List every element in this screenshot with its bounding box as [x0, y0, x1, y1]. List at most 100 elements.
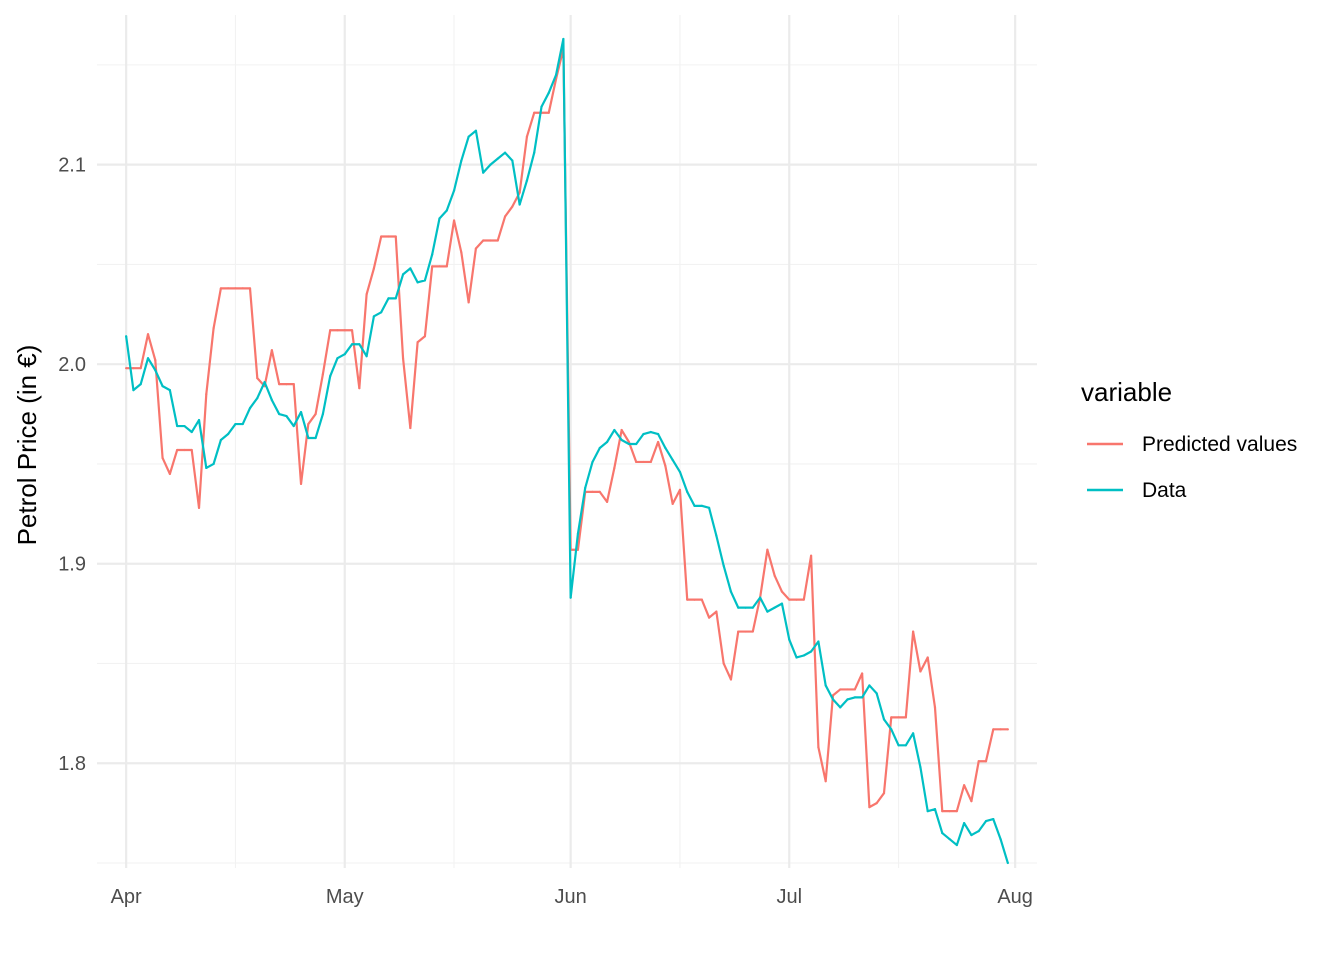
data-point	[810, 554, 813, 557]
y-tick-label: 2.1	[58, 155, 86, 177]
data-point	[984, 820, 988, 823]
data-point	[278, 412, 281, 416]
data-point	[693, 598, 696, 601]
data-point	[707, 506, 711, 509]
data-point	[700, 504, 703, 507]
data-point	[693, 504, 696, 507]
data-point	[511, 205, 514, 208]
data-point	[438, 217, 441, 220]
data-point	[576, 548, 580, 551]
data-point	[460, 251, 463, 254]
data-point	[780, 602, 784, 605]
data-point	[372, 315, 375, 318]
data-point	[183, 424, 186, 428]
data-point	[219, 438, 222, 442]
data-point	[963, 784, 966, 787]
data-point	[802, 654, 805, 657]
data-point	[948, 810, 951, 813]
data-point	[664, 446, 667, 450]
data-point	[365, 293, 368, 296]
data-point	[350, 329, 354, 332]
data-point	[664, 464, 667, 468]
data-point	[977, 829, 980, 833]
data-point	[132, 389, 135, 392]
data-point	[853, 688, 856, 691]
data-point	[948, 837, 951, 841]
data-point	[591, 490, 594, 493]
data-point	[343, 353, 346, 356]
data-point	[1006, 861, 1009, 865]
data-point	[861, 672, 864, 675]
data-point	[154, 359, 157, 362]
data-point	[941, 831, 944, 835]
data-point	[635, 442, 638, 446]
data-point	[503, 151, 507, 154]
data-point	[933, 706, 937, 709]
data-point	[576, 532, 580, 535]
data-point	[970, 800, 973, 803]
data-point	[139, 383, 142, 386]
data-point	[598, 490, 601, 493]
data-point	[394, 235, 397, 238]
data-point	[955, 843, 958, 847]
data-point	[409, 426, 412, 430]
data-point	[358, 343, 361, 346]
data-point	[197, 506, 201, 509]
data-point	[700, 598, 703, 601]
data-point	[824, 780, 827, 783]
data-point	[307, 436, 310, 440]
legend-title: variable	[1081, 377, 1172, 407]
data-point	[511, 159, 514, 162]
data-point	[343, 329, 346, 332]
x-axis-tick-labels: Apr May Jun Jul Aug	[111, 886, 1033, 908]
data-point	[613, 428, 616, 432]
data-point	[314, 412, 317, 416]
data-point	[416, 341, 419, 344]
data-point	[613, 466, 616, 470]
data-point	[897, 716, 900, 719]
data-point	[780, 590, 784, 593]
data-point	[547, 111, 550, 114]
data-point	[788, 638, 791, 641]
y-axis-title: Petrol Price (in €)	[12, 345, 42, 546]
data-point	[656, 432, 660, 436]
data-point	[737, 630, 740, 633]
series-predicted-values	[125, 47, 1009, 813]
y-tick-label: 1.8	[58, 753, 86, 775]
data-point	[861, 696, 864, 699]
data-point	[489, 239, 492, 242]
data-point	[788, 598, 791, 601]
data-point	[773, 606, 776, 609]
data-point	[263, 381, 266, 384]
data-point	[926, 810, 929, 813]
data-point	[482, 171, 485, 174]
data-point	[882, 718, 886, 721]
data-point	[248, 406, 252, 410]
data-point	[722, 662, 725, 665]
data-point	[707, 616, 711, 619]
data-point	[438, 265, 441, 268]
series-line	[125, 37, 1009, 864]
data-point	[810, 650, 813, 653]
data-point	[846, 688, 849, 691]
data-point	[241, 422, 244, 426]
data-point	[423, 279, 427, 282]
data-point	[409, 267, 412, 270]
y-tick-label: 1.9	[58, 554, 86, 576]
data-point	[146, 333, 150, 336]
data-point	[868, 806, 871, 809]
data-point	[737, 606, 740, 609]
data-point	[846, 698, 849, 701]
data-point	[992, 818, 995, 821]
data-point	[227, 432, 230, 436]
data-point	[605, 440, 609, 444]
data-point	[671, 458, 674, 462]
data-point	[627, 442, 631, 446]
data-point	[503, 215, 507, 218]
data-point	[912, 630, 915, 633]
data-point	[474, 129, 478, 132]
data-point	[744, 630, 747, 633]
data-point	[890, 728, 893, 731]
legend-items: Predicted values Data	[1087, 433, 1297, 502]
